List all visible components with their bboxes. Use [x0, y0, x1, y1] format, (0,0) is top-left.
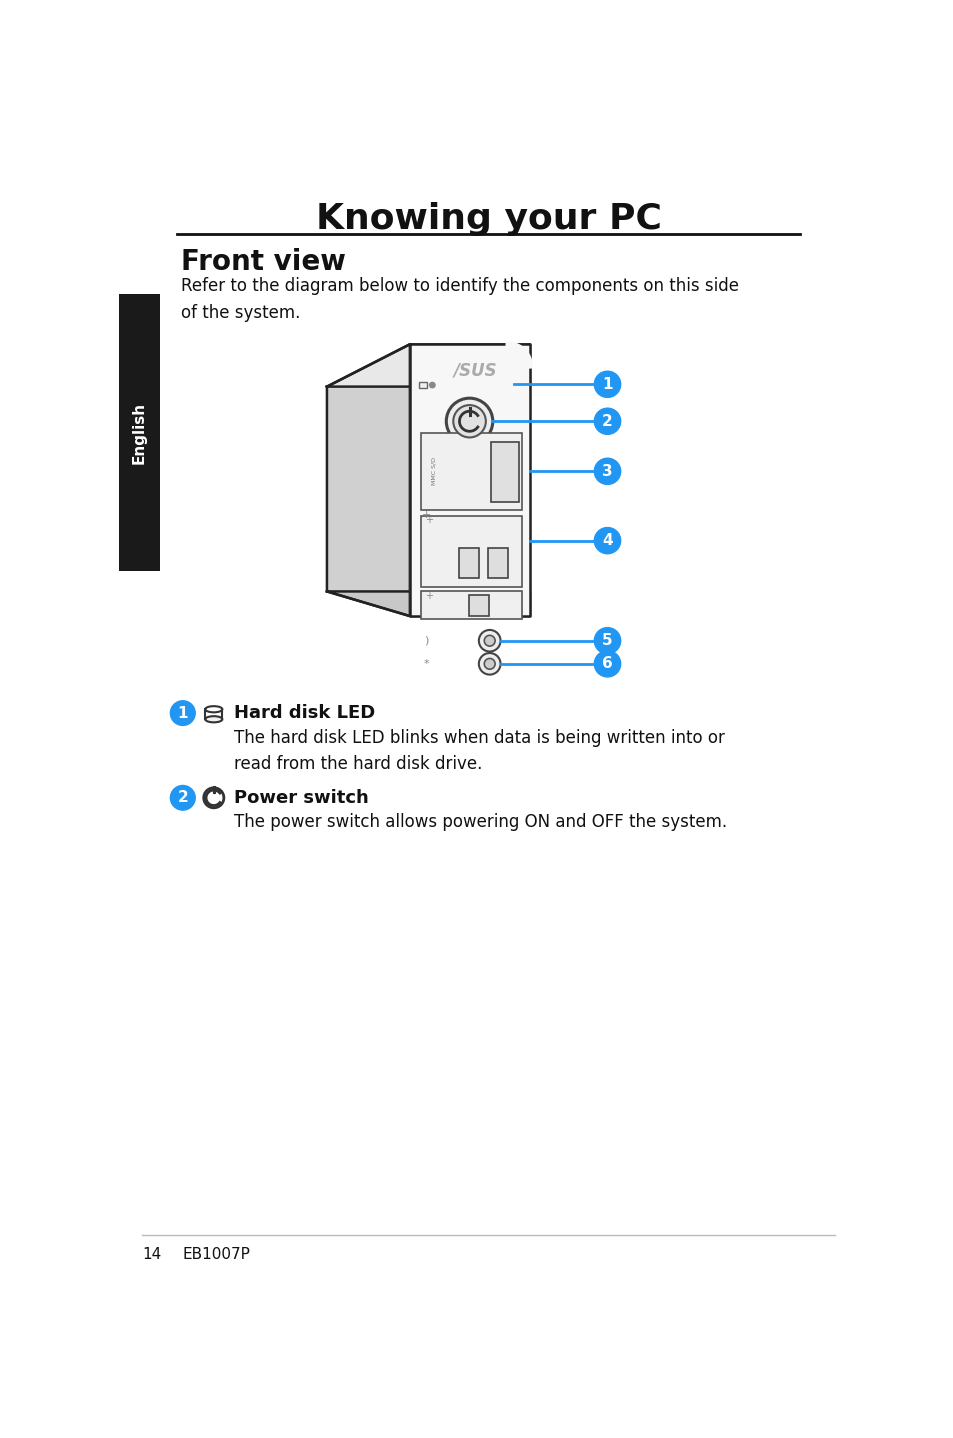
Text: 2: 2	[601, 414, 612, 429]
Circle shape	[594, 371, 620, 397]
Circle shape	[171, 785, 195, 810]
Text: 5: 5	[601, 633, 612, 649]
Polygon shape	[327, 344, 530, 387]
Text: 3: 3	[601, 464, 612, 479]
Bar	[421, 591, 521, 620]
Text: /SUS: /SUS	[454, 362, 497, 380]
Circle shape	[478, 653, 500, 674]
Polygon shape	[410, 344, 530, 615]
Bar	[491, 441, 518, 502]
Circle shape	[446, 398, 493, 444]
Text: +: +	[421, 510, 431, 519]
Polygon shape	[327, 591, 530, 615]
Text: ): )	[423, 636, 428, 646]
Text: +: +	[425, 515, 433, 525]
Text: Front view: Front view	[181, 247, 346, 276]
Text: EB1007P: EB1007P	[183, 1248, 251, 1263]
Ellipse shape	[205, 716, 222, 722]
Bar	[421, 433, 521, 510]
Bar	[119, 295, 159, 571]
Circle shape	[453, 406, 485, 437]
Circle shape	[484, 659, 495, 669]
Circle shape	[594, 528, 620, 554]
Bar	[421, 516, 521, 587]
Bar	[488, 548, 508, 578]
Text: The hard disk LED blinks when data is being written into or
read from the hard d: The hard disk LED blinks when data is be…	[233, 729, 724, 772]
Text: 6: 6	[601, 656, 612, 672]
Circle shape	[594, 651, 620, 677]
Text: MMC S/D: MMC S/D	[431, 457, 436, 485]
Text: Hard disk LED: Hard disk LED	[233, 705, 375, 722]
Bar	[418, 383, 427, 388]
Text: Knowing your PC: Knowing your PC	[315, 201, 661, 236]
Circle shape	[484, 636, 495, 646]
Text: English: English	[132, 401, 147, 464]
Bar	[458, 548, 478, 578]
Circle shape	[478, 630, 500, 651]
Text: 4: 4	[601, 533, 612, 548]
Circle shape	[594, 408, 620, 434]
Text: 1: 1	[177, 706, 188, 720]
Text: 2: 2	[177, 791, 188, 805]
Text: *: *	[423, 659, 429, 669]
Text: 14: 14	[142, 1248, 162, 1263]
Circle shape	[429, 383, 435, 388]
Text: The power switch allows powering ON and OFF the system.: The power switch allows powering ON and …	[233, 814, 726, 831]
Ellipse shape	[205, 706, 222, 712]
Circle shape	[594, 627, 620, 654]
Text: +: +	[425, 591, 433, 601]
Circle shape	[594, 459, 620, 485]
Polygon shape	[327, 344, 410, 615]
Text: Power switch: Power switch	[233, 789, 368, 807]
Text: Refer to the diagram below to identify the components on this side
of the system: Refer to the diagram below to identify t…	[181, 278, 739, 322]
Circle shape	[171, 700, 195, 725]
Bar	[468, 594, 488, 615]
Text: 1: 1	[601, 377, 612, 391]
